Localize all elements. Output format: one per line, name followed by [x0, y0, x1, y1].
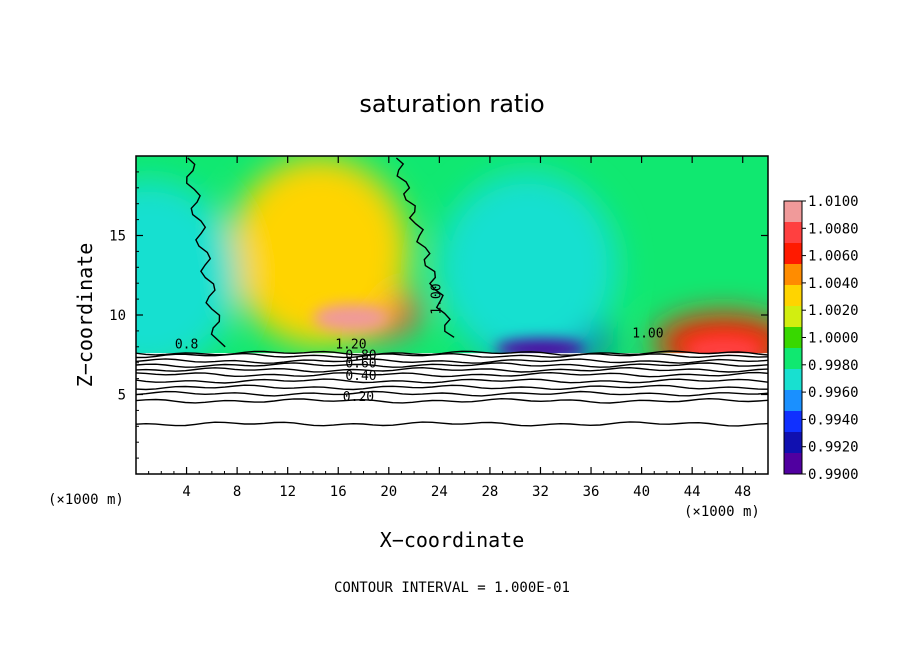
- x-tick-label: 28: [481, 484, 498, 500]
- contour-line-0.1: [136, 421, 768, 427]
- x-tick-label: 36: [583, 484, 600, 500]
- contour-label: 1.00: [430, 283, 445, 314]
- contour-line-1.1: [136, 352, 768, 359]
- x-tick-label: 32: [532, 484, 549, 500]
- x-tick-label: 4: [182, 484, 190, 500]
- x-tick-label: 48: [734, 484, 751, 500]
- contour-line-0.5: [136, 378, 768, 384]
- x-axis: 4 8 12 16 20 24 28 32 36 40 44 48: [148, 156, 756, 500]
- colorbar-swatch: [784, 348, 802, 370]
- contour-label: 0.60: [345, 356, 376, 371]
- colorbar-swatch: [784, 390, 802, 412]
- x-tick-label: 24: [431, 484, 448, 500]
- contour-line-0.9: [136, 358, 768, 364]
- field-below-base: [136, 353, 768, 474]
- colorbar-tick-label: 1.0060: [808, 249, 859, 265]
- field-feature-subsaturated: [437, 172, 618, 363]
- contour-label: 0.8: [175, 337, 198, 352]
- colorbar-tick-label: 0.9960: [808, 385, 859, 401]
- field-feature-supersaturated: [229, 156, 410, 347]
- saturation-field: [136, 156, 768, 474]
- x-axis-unit-right: (×1000 m): [684, 504, 760, 520]
- x-tick-label: 12: [279, 484, 296, 500]
- contour-line-0.6: [136, 371, 768, 378]
- contour-lines: [136, 157, 768, 427]
- colorbar-swatch: [784, 222, 802, 244]
- contour-label: 0.80: [345, 349, 376, 364]
- colorbar-swatch: [784, 285, 802, 307]
- colorbar-tick-label: 0.9900: [808, 467, 859, 483]
- colorbar-tick-label: 0.9920: [808, 440, 859, 456]
- colorbar-tick-label: 1.0100: [808, 194, 859, 210]
- plot-area: [136, 156, 768, 474]
- contour-labels: 1.200.800.600.40 0.20 1.00 1.00 0.8: [175, 283, 664, 404]
- x-axis-label: X−coordinate: [380, 528, 525, 552]
- colorbar-swatch: [784, 306, 802, 328]
- colorbar-swatch: [784, 264, 802, 286]
- contour-line-0.4: [136, 384, 768, 391]
- y-tick-label: 15: [109, 229, 126, 245]
- colorbar-tick-label: 0.9980: [808, 358, 859, 374]
- colorbar-swatch: [784, 432, 802, 454]
- x-tick-label: 16: [330, 484, 347, 500]
- contour-interval-note: CONTOUR INTERVAL = 1.000E-01: [334, 580, 570, 596]
- contour-line-0.8: [136, 362, 768, 368]
- contour-line-1.00-west: [185, 157, 226, 348]
- y-axis: 5 10 15: [109, 171, 768, 459]
- x-axis-unit-left: (×1000 m): [48, 492, 124, 508]
- colorbar-tick-label: 1.0000: [808, 331, 859, 347]
- y-tick-label: 10: [109, 308, 126, 324]
- field-feature-subsaturated: [136, 180, 239, 371]
- colorbar-swatch: [784, 411, 802, 433]
- x-tick-label: 8: [233, 484, 241, 500]
- contour-line-1.2: [136, 350, 768, 356]
- y-axis-label: Z−coordinate: [73, 243, 97, 388]
- contour-line-1.00-east: [395, 157, 455, 338]
- y-tick-label: 5: [118, 388, 126, 404]
- contour-label: 1.20: [335, 337, 366, 352]
- colorbar-swatch: [784, 453, 802, 475]
- contour-line-0.7: [136, 366, 768, 373]
- x-tick-label: 20: [380, 484, 397, 500]
- field-core: [312, 303, 389, 332]
- colorbar-tick-label: 1.0080: [808, 221, 859, 237]
- colorbar-swatch: [784, 327, 802, 349]
- x-tick-label: 40: [633, 484, 650, 500]
- contour-label: 0.20: [343, 390, 374, 405]
- x-tick-label: 44: [684, 484, 701, 500]
- colorbar-tick-label: 1.0040: [808, 276, 859, 292]
- colorbar-swatch: [784, 201, 802, 223]
- contour-label: 1.00: [632, 326, 663, 341]
- colorbar-swatch: [784, 243, 802, 265]
- colorbar-tick-label: 1.0020: [808, 303, 859, 319]
- colorbar: 1.0100 1.0080 1.0060 1.0040 1.0020 1.0000 0.99…: [783, 194, 859, 483]
- contour-line-0.2: [136, 397, 768, 404]
- contour-line-0.3: [136, 390, 768, 397]
- chart-title: saturation ratio: [359, 90, 544, 118]
- colorbar-swatch: [784, 369, 802, 391]
- colorbar-tick-label: 0.9940: [808, 412, 859, 428]
- contour-label: 0.40: [345, 369, 376, 384]
